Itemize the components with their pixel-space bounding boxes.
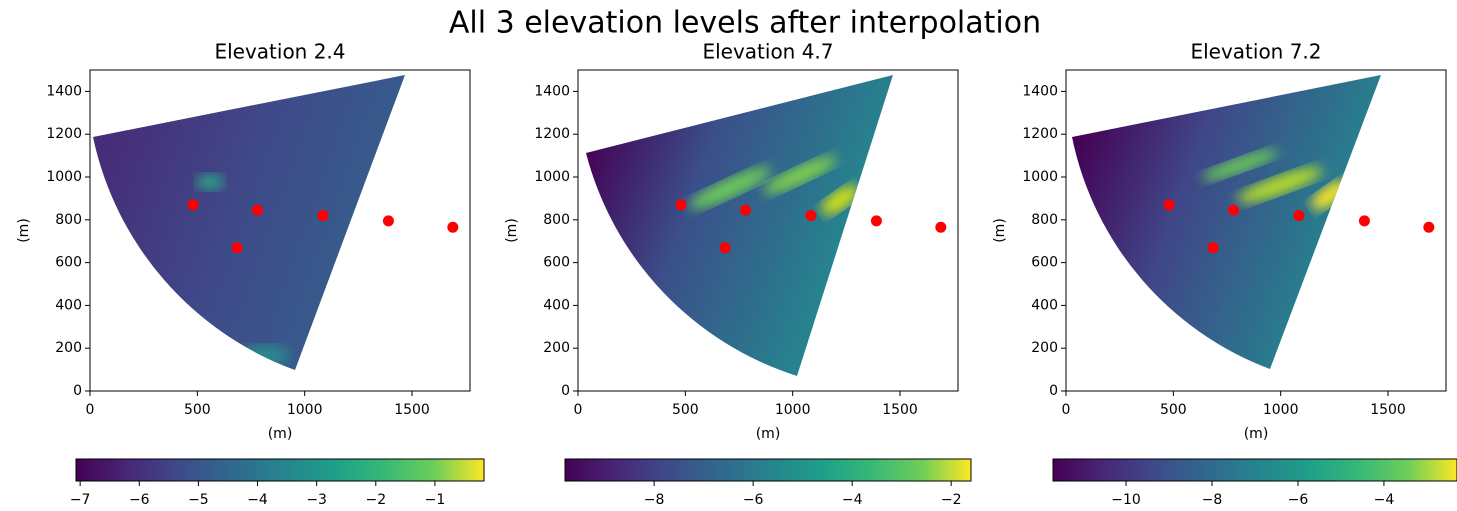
y-tick-label: 600 bbox=[1031, 255, 1058, 271]
x-tick-label: 500 bbox=[184, 402, 211, 418]
y-tick-label: 0 bbox=[561, 383, 570, 399]
y-tick-label: 400 bbox=[543, 297, 570, 313]
y-tick-label: 1000 bbox=[1022, 169, 1058, 185]
colorbar-tick-label: −8 bbox=[644, 492, 665, 508]
y-tick-label: 1400 bbox=[46, 83, 82, 99]
x-tick-label: 1500 bbox=[394, 402, 430, 418]
colorbar-tick-label: −1 bbox=[425, 492, 446, 508]
subplot-title: Elevation 7.2 bbox=[1190, 40, 1321, 64]
point bbox=[382, 215, 394, 227]
x-tick-label: 500 bbox=[672, 402, 699, 418]
colorbar-tick-label: −2 bbox=[365, 492, 386, 508]
colorbar-tick-label: −5 bbox=[188, 492, 209, 508]
y-tick-label: 1200 bbox=[1022, 126, 1058, 142]
point bbox=[1227, 204, 1239, 216]
point bbox=[719, 242, 731, 254]
colorbar bbox=[75, 458, 485, 482]
point bbox=[1358, 215, 1370, 227]
point bbox=[447, 221, 459, 233]
point bbox=[1207, 242, 1219, 254]
y-tick-label: 600 bbox=[55, 255, 82, 271]
y-tick-label: 200 bbox=[543, 340, 570, 356]
point bbox=[251, 204, 263, 216]
x-axis-label: (m) bbox=[1244, 426, 1269, 442]
subplot-title: Elevation 4.7 bbox=[702, 40, 833, 64]
y-axis-label: (m) bbox=[992, 218, 1008, 243]
x-axis-label: (m) bbox=[756, 426, 781, 442]
point bbox=[805, 210, 817, 222]
y-tick-label: 400 bbox=[55, 297, 82, 313]
y-tick-label: 1000 bbox=[46, 169, 82, 185]
x-tick-label: 0 bbox=[574, 402, 583, 418]
figure-title: All 3 elevation levels after interpolati… bbox=[449, 6, 1041, 41]
colorbar-tick-label: −6 bbox=[1288, 492, 1309, 508]
y-tick-label: 800 bbox=[543, 212, 570, 228]
y-axis-label: (m) bbox=[16, 218, 32, 243]
x-tick-label: 1000 bbox=[775, 402, 811, 418]
colorbar-tick-label: −7 bbox=[70, 492, 91, 508]
axes-frame bbox=[1065, 69, 1447, 392]
point bbox=[739, 204, 751, 216]
x-tick-label: 1500 bbox=[882, 402, 918, 418]
field-2 bbox=[586, 75, 893, 376]
x-tick-label: 500 bbox=[1160, 402, 1187, 418]
point bbox=[187, 199, 199, 211]
point bbox=[317, 210, 329, 222]
x-tick-label: 1000 bbox=[1263, 402, 1299, 418]
y-tick-label: 1000 bbox=[534, 169, 570, 185]
y-tick-label: 0 bbox=[73, 383, 82, 399]
colorbar-tick-label: −10 bbox=[1111, 492, 1141, 508]
point bbox=[1293, 210, 1305, 222]
point bbox=[1163, 199, 1175, 211]
colorbar-tick-label: −4 bbox=[842, 492, 863, 508]
colorbar-tick-label: −6 bbox=[129, 492, 150, 508]
point bbox=[675, 199, 687, 211]
point bbox=[870, 215, 882, 227]
x-tick-label: 1000 bbox=[287, 402, 323, 418]
point bbox=[231, 242, 243, 254]
x-tick-label: 0 bbox=[1062, 402, 1071, 418]
colorbar-tick-label: −4 bbox=[247, 492, 268, 508]
axes-frame bbox=[577, 69, 959, 392]
point bbox=[935, 221, 947, 233]
colorbar-tick-label: −4 bbox=[1374, 492, 1395, 508]
field-3 bbox=[1072, 75, 1381, 369]
y-tick-label: 200 bbox=[55, 340, 82, 356]
point bbox=[1423, 221, 1435, 233]
y-tick-label: 800 bbox=[55, 212, 82, 228]
colorbar-tick-label: −8 bbox=[1202, 492, 1223, 508]
y-axis-label: (m) bbox=[504, 218, 520, 243]
x-tick-label: 0 bbox=[86, 402, 95, 418]
y-tick-label: 800 bbox=[1031, 212, 1058, 228]
x-tick-label: 1500 bbox=[1370, 402, 1406, 418]
colorbar-tick-label: −6 bbox=[743, 492, 764, 508]
colorbar bbox=[1052, 458, 1457, 482]
y-tick-label: 200 bbox=[1031, 340, 1058, 356]
y-tick-label: 1200 bbox=[46, 126, 82, 142]
y-tick-label: 1400 bbox=[1022, 83, 1058, 99]
y-tick-label: 600 bbox=[543, 255, 570, 271]
colorbar-tick-label: −3 bbox=[306, 492, 327, 508]
subplot-title: Elevation 2.4 bbox=[214, 40, 345, 64]
y-tick-label: 1400 bbox=[534, 83, 570, 99]
field-1 bbox=[93, 75, 405, 370]
y-tick-label: 1200 bbox=[534, 126, 570, 142]
colorbar-tick-label: −2 bbox=[941, 492, 962, 508]
colorbar bbox=[564, 458, 972, 482]
x-axis-label: (m) bbox=[268, 426, 293, 442]
y-tick-label: 0 bbox=[1049, 383, 1058, 399]
y-tick-label: 400 bbox=[1031, 297, 1058, 313]
axes-frame bbox=[89, 69, 471, 392]
